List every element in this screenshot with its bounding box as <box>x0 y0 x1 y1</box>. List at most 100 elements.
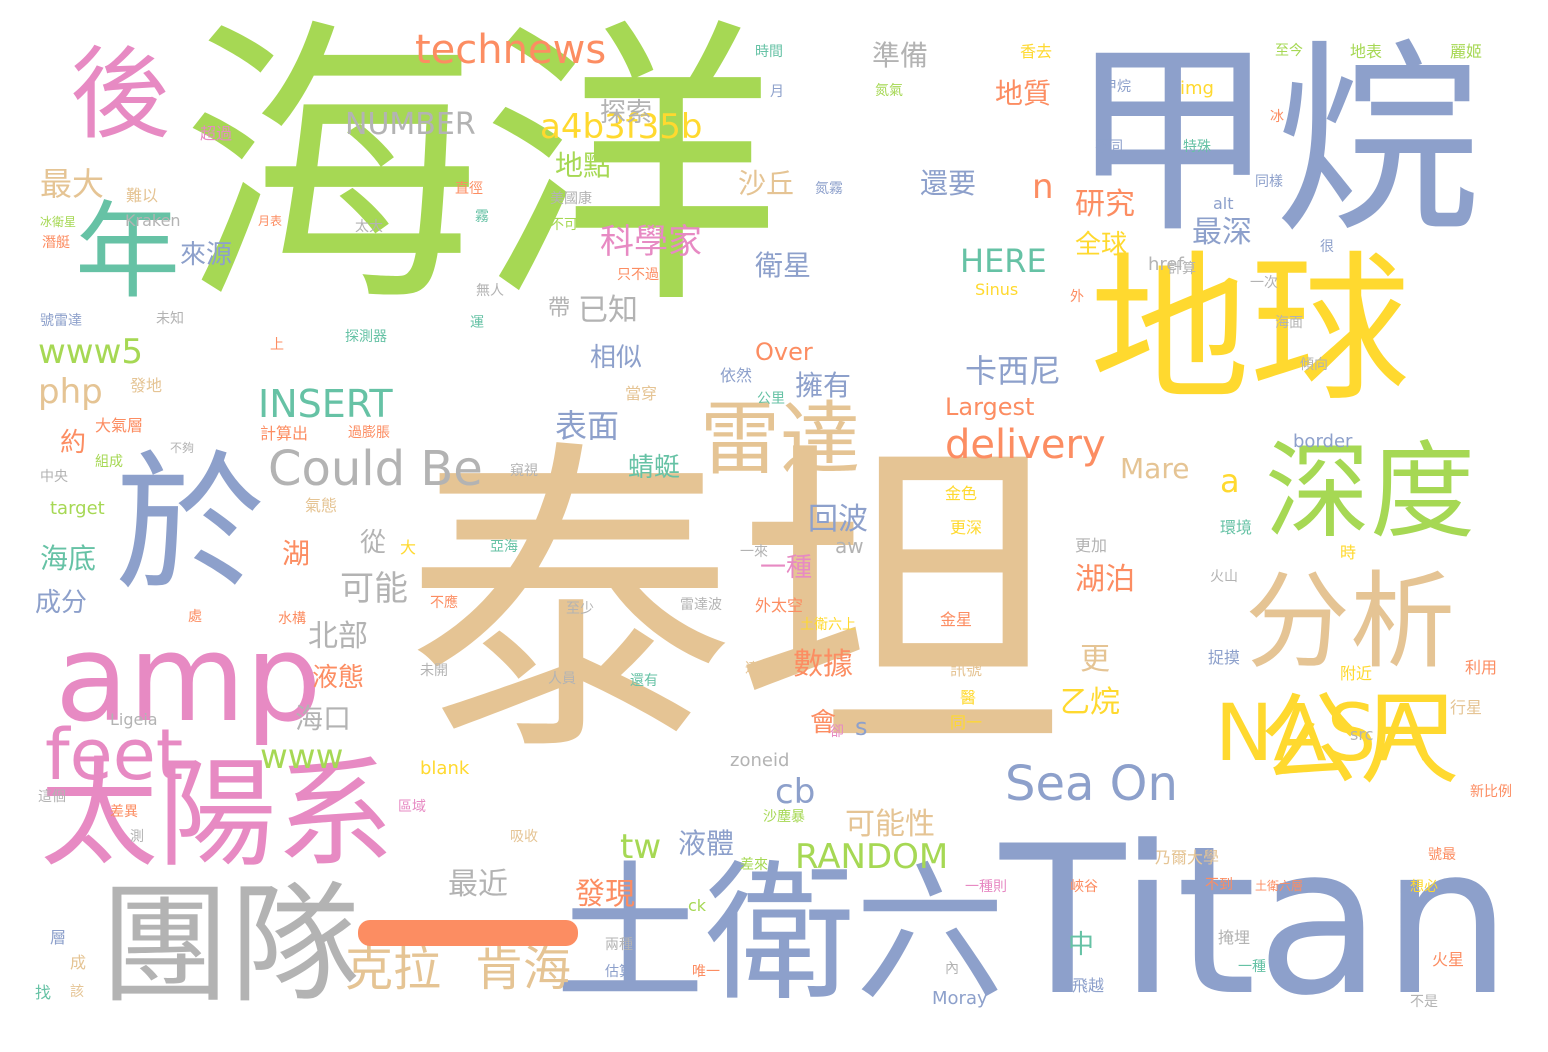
cloud-word: 相似 <box>590 343 643 373</box>
cloud-word: 運 <box>470 315 484 331</box>
cloud-word: 帶 <box>548 296 571 321</box>
cloud-word: Could Be <box>268 441 483 497</box>
cloud-word: 沙丘 <box>738 167 795 200</box>
cloud-word: 行星 <box>1450 698 1483 717</box>
cloud-word: 更加 <box>1075 536 1108 555</box>
cloud-word: 至今 <box>1275 43 1303 59</box>
cloud-word: 大氣層 <box>95 416 144 435</box>
cloud-word: 科學家 <box>600 222 702 262</box>
cloud-word: 新比例 <box>1470 784 1512 800</box>
cloud-word: 組成 <box>95 454 123 470</box>
cloud-word: img <box>1180 78 1214 99</box>
cloud-word: Sea On <box>1005 756 1178 812</box>
cloud-word: 擁有 <box>795 369 852 402</box>
cloud-word: NASA <box>1215 689 1432 779</box>
cloud-word: 香去 <box>1020 42 1053 61</box>
cloud-word: Sinus <box>975 280 1019 299</box>
cloud-word: href <box>1148 254 1184 275</box>
cloud-word: 區域 <box>398 799 426 815</box>
cloud-word: NUMBER <box>345 107 476 142</box>
cloud-word: 號雷達 <box>40 313 82 329</box>
cloud-word: 可能 <box>340 569 408 609</box>
cloud-word: HERE <box>960 242 1047 280</box>
cloud-word: 全球 <box>1075 230 1128 260</box>
cloud-word: 窺視 <box>510 463 538 479</box>
cloud-word: 發地 <box>130 376 163 395</box>
dash-glyph <box>358 920 578 946</box>
cloud-word: 太陽系 <box>40 745 395 883</box>
cloud-word: 海洋 <box>180 0 780 344</box>
cloud-word: 後 <box>70 36 170 153</box>
cloud-word: 差異 <box>110 804 138 820</box>
cloud-word: border <box>1293 431 1353 452</box>
cloud-word: 泰坦 <box>405 413 1065 797</box>
cloud-word: 很 <box>1320 239 1334 255</box>
cloud-word: 上 <box>270 337 284 353</box>
cloud-word: 號最 <box>1428 847 1456 863</box>
cloud-word: aw <box>835 534 864 558</box>
cloud-word: 最大 <box>40 165 105 203</box>
cloud-word: 潛艇 <box>42 235 70 251</box>
cloud-word: 成分 <box>35 588 88 618</box>
cloud-word: 團隊 <box>100 869 361 1021</box>
cloud-word: 美國康 <box>550 191 592 207</box>
cloud-word: 一種則 <box>965 879 1007 895</box>
cloud-word: 研究 <box>1075 187 1135 222</box>
cloud-word: 冰 <box>1270 109 1284 125</box>
cloud-word: 月表 <box>258 214 283 228</box>
cloud-word: 同樣 <box>1255 174 1283 190</box>
cloud-word: 吸收 <box>510 829 538 845</box>
cloud-word: 公里 <box>757 391 785 407</box>
cloud-word: 不應 <box>430 595 458 611</box>
cloud-word: 衛星 <box>755 249 812 282</box>
cloud-word: 數據 <box>793 647 853 682</box>
cloud-word: alt <box>1213 194 1234 213</box>
cloud-word: n <box>1032 167 1054 207</box>
cloud-word: 還有 <box>630 673 658 689</box>
cloud-word: ck <box>688 896 707 915</box>
cloud-word: RANDOM <box>795 837 949 877</box>
cloud-word: 不夠 <box>170 441 195 455</box>
cloud-word: 卻 <box>830 724 844 740</box>
cloud-word: 估算 <box>605 964 633 980</box>
cloud-word: 不是 <box>1410 994 1438 1010</box>
cloud-word: 火星 <box>1432 950 1465 969</box>
cloud-word: s <box>855 713 868 741</box>
cloud-word: 未開 <box>420 663 448 679</box>
cloud-word: 依然 <box>720 366 753 385</box>
cloud-word: www <box>260 737 344 777</box>
cloud-word: 冰衛星 <box>40 215 77 229</box>
cloud-word: 甲烷 <box>1103 79 1131 95</box>
cloud-word: 液體 <box>678 827 735 860</box>
cloud-word: 氮氣 <box>875 83 903 99</box>
cloud-word: 這個 <box>38 789 66 805</box>
cloud-word: 找 <box>35 983 52 1002</box>
cloud-word: 訊號 <box>950 660 983 679</box>
cloud-word: 土衛六 <box>555 848 1006 1022</box>
cloud-word: 不到 <box>1205 877 1233 893</box>
cloud-word: 傾向 <box>1300 357 1328 373</box>
cloud-word: 探測器 <box>345 329 387 345</box>
cloud-word: 直徑 <box>455 181 483 197</box>
cloud-word: 附近 <box>1340 664 1373 683</box>
cloud-word: 大 <box>400 538 417 557</box>
cloud-word: 最深 <box>1192 215 1252 250</box>
cloud-word: 湖 <box>282 537 311 570</box>
cloud-word: 只不過 <box>617 267 659 283</box>
cloud-word: Ligeia <box>110 710 158 729</box>
cloud-word: 沙塵暴 <box>763 809 805 825</box>
cloud-word: 霧 <box>475 209 489 225</box>
cloud-word: 中央 <box>40 469 68 485</box>
cloud-word: 肯海 <box>475 941 572 997</box>
cloud-word: 氣態 <box>305 496 338 515</box>
cloud-word: 差來 <box>740 857 768 873</box>
cloud-word: 卡西尼 <box>965 352 1062 390</box>
cloud-word: 火山 <box>1210 569 1238 585</box>
cloud-word: 克拉 <box>345 941 442 997</box>
cloud-word: 更 <box>1080 642 1110 677</box>
cloud-word: 捉摸 <box>1208 648 1241 667</box>
cloud-word: 表面 <box>555 407 620 445</box>
cloud-word: 層 <box>50 928 67 947</box>
cloud-word: 一種 <box>1238 959 1266 975</box>
cloud-word: cb <box>775 772 816 812</box>
